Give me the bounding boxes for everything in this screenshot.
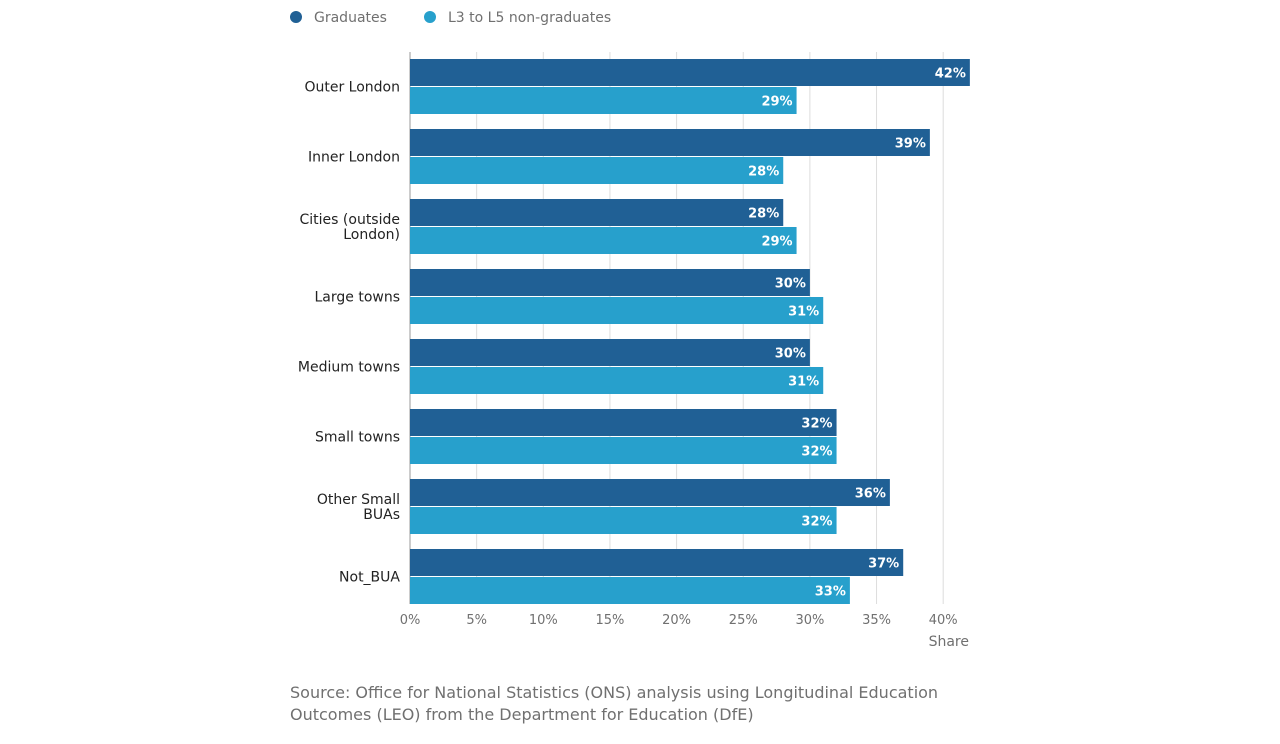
category-label-7: Not_BUA — [339, 570, 400, 586]
data-label-3-1: 31% — [788, 305, 819, 320]
bar-3-0 — [410, 269, 810, 296]
data-label-1-1: 28% — [748, 165, 779, 180]
legend-label-0: Graduates — [314, 10, 387, 26]
bar-0-1 — [410, 87, 797, 114]
bar-2-0 — [410, 199, 784, 226]
x-tick-label-25: 25% — [729, 613, 758, 628]
data-label-2-1: 29% — [761, 235, 792, 250]
x-axis-title: Share — [929, 634, 969, 650]
source-note: Source: Office for National Statistics (… — [290, 683, 939, 724]
category-label-5: Small towns — [315, 430, 400, 446]
data-label-6-0: 36% — [855, 487, 886, 502]
x-tick-label-40: 40% — [929, 613, 958, 628]
legend-marker-1 — [424, 11, 436, 23]
category-label-4: Medium towns — [298, 360, 400, 376]
data-label-1-0: 39% — [895, 137, 926, 152]
x-tick-label-5: 5% — [466, 613, 487, 628]
legend-label-1: L3 to L5 non-graduates — [448, 10, 611, 26]
bar-7-1 — [410, 577, 850, 604]
x-tick-label-0: 0% — [400, 613, 421, 628]
data-label-5-1: 32% — [801, 445, 832, 460]
data-label-4-1: 31% — [788, 375, 819, 390]
bar-6-1 — [410, 507, 837, 534]
chart-x-axis: 0% 5% 10% 15% 20% 25% 30% 35% 40% — [400, 613, 958, 628]
data-label-6-1: 32% — [801, 515, 832, 530]
data-label-3-0: 30% — [775, 277, 806, 292]
x-tick-label-30: 30% — [795, 613, 824, 628]
bar-4-1 — [410, 367, 824, 394]
bar-4-0 — [410, 339, 810, 366]
chart-legend: Graduates L3 to L5 non-graduates — [290, 10, 611, 26]
chart-bars: 42% 29% 39% 28% 28% 29% 30% 31% 30% 31% 32% 32% 36% 3… — [410, 59, 970, 604]
x-tick-label-10: 10% — [529, 613, 558, 628]
data-label-5-0: 32% — [801, 417, 832, 432]
bar-3-1 — [410, 297, 824, 324]
category-label-6: Other Small BUAs — [317, 492, 400, 523]
category-label-1: Inner London — [308, 150, 400, 166]
category-label-0: Outer London — [304, 80, 400, 96]
bar-7-0 — [410, 549, 904, 576]
data-label-4-0: 30% — [775, 347, 806, 362]
category-label-2: Cities (outside London) — [300, 212, 400, 243]
x-tick-label-15: 15% — [595, 613, 624, 628]
data-label-0-0: 42% — [935, 67, 966, 82]
data-label-0-1: 29% — [761, 95, 792, 110]
bar-0-0 — [410, 59, 970, 86]
bar-1-0 — [410, 129, 930, 156]
x-tick-label-35: 35% — [862, 613, 891, 628]
data-label-7-0: 37% — [868, 557, 899, 572]
bar-5-0 — [410, 409, 837, 436]
category-label-3: Large towns — [314, 290, 400, 306]
bar-5-1 — [410, 437, 837, 464]
legend-marker-0 — [290, 11, 302, 23]
chart-category-labels: Outer London Inner London Cities (outside L… — [298, 80, 401, 586]
bar-1-1 — [410, 157, 784, 184]
bar-6-0 — [410, 479, 890, 506]
x-tick-label-20: 20% — [662, 613, 691, 628]
bar-2-1 — [410, 227, 797, 254]
data-label-7-1: 33% — [815, 585, 846, 600]
data-label-2-0: 28% — [748, 207, 779, 222]
